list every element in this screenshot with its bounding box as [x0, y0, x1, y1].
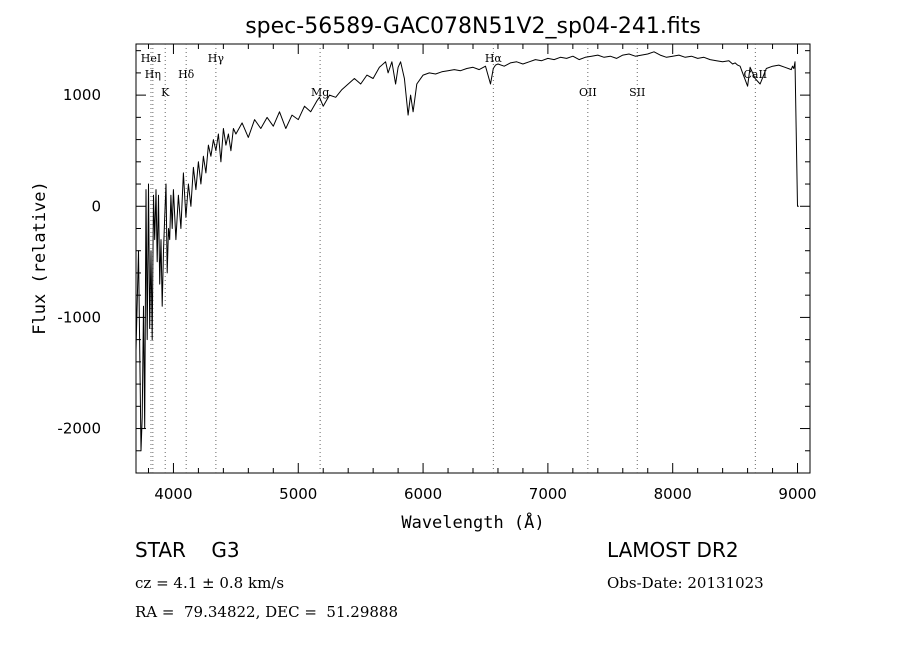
- spectral-line-label: HeI: [141, 52, 161, 65]
- plot-frame: [135, 43, 811, 474]
- spectral-line-label: Hη: [145, 68, 161, 81]
- spectral-line-label: Mg: [311, 86, 329, 99]
- x-tick-label: 6000: [404, 485, 442, 503]
- x-tick-label: 7000: [529, 485, 567, 503]
- spectral-line-label: Hδ: [178, 68, 195, 81]
- x-tick-label: 4000: [154, 485, 192, 503]
- x-tick-label: 5000: [279, 485, 317, 503]
- spectral-line-label: K: [161, 86, 170, 99]
- y-axis-label: Flux (relative): [30, 181, 50, 335]
- y-tick-label: 0: [91, 197, 101, 215]
- spectrum-line: [135, 51, 799, 452]
- x-axis-label: Wavelength (Å): [401, 511, 544, 533]
- ra-dec-coordinates: RA = 79.34822, DEC = 51.29888: [135, 603, 399, 621]
- y-tick-label: -2000: [57, 420, 101, 438]
- spectral-line-label: OII: [579, 86, 597, 99]
- spectral-line-label: Hγ: [208, 52, 225, 65]
- observation-date: Obs-Date: 20131023: [607, 574, 764, 592]
- y-tick-label: -1000: [57, 308, 101, 326]
- x-tick-label: 8000: [654, 485, 692, 503]
- x-tick-label: 9000: [778, 485, 816, 503]
- survey-name: LAMOST DR2: [607, 538, 739, 562]
- spectral-line-label: Hα: [485, 52, 503, 65]
- object-class: STAR G3: [135, 538, 240, 562]
- redshift-velocity: cz = 4.1 ± 0.8 km/s: [135, 574, 285, 592]
- chart-title: spec-56589-GAC078N51V2_sp04-241.fits: [245, 14, 701, 39]
- spectral-line-label: SII: [629, 86, 645, 99]
- y-tick-label: 1000: [63, 86, 101, 104]
